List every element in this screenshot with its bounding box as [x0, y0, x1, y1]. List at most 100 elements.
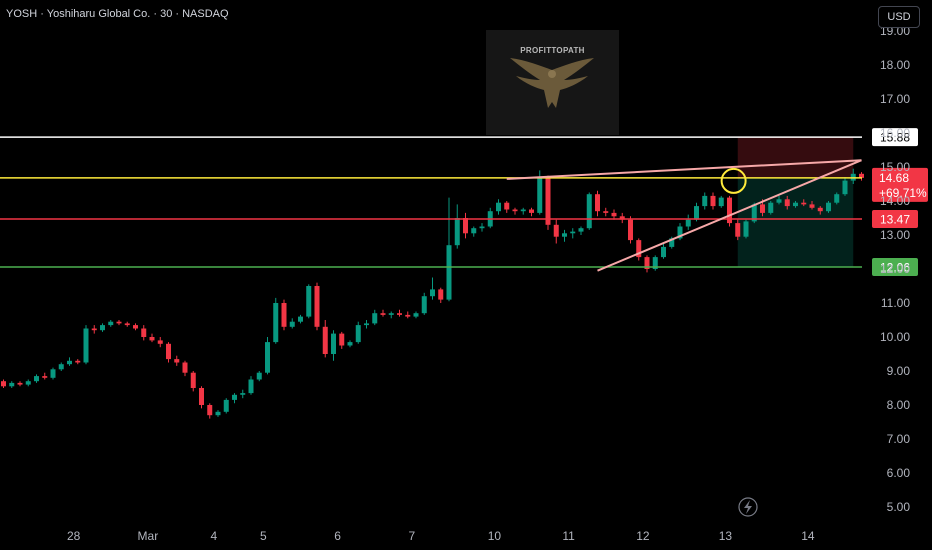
candle-body	[413, 313, 419, 317]
candle-body	[58, 364, 64, 370]
candle-body	[215, 411, 221, 416]
time-tick-label: 13	[719, 529, 733, 543]
candle-body	[133, 325, 138, 329]
price-tick-label: 7.00	[887, 432, 911, 446]
candle-body	[801, 202, 807, 205]
candle-body	[322, 326, 328, 354]
risk-reward-zone	[737, 137, 854, 267]
candle-body	[628, 219, 633, 241]
candle-body	[372, 313, 378, 324]
candle-body	[405, 314, 411, 317]
price-tick-label: 14.00	[880, 194, 910, 208]
candle-body	[529, 209, 534, 213]
candle-body	[430, 289, 435, 297]
take-profit-zone	[737, 177, 854, 267]
candle-body	[157, 340, 163, 344]
candle-body	[380, 313, 386, 315]
price-tick-label: 10.00	[880, 330, 910, 344]
price-tick-label: 17.00	[880, 92, 910, 106]
price-tick-label: 5.00	[887, 500, 911, 514]
candle-body	[545, 177, 551, 225]
candle-body	[859, 173, 864, 178]
candle-body	[25, 381, 31, 385]
candle-body	[504, 202, 510, 210]
candle-body	[331, 333, 336, 354]
price-tick-label: 9.00	[887, 364, 911, 378]
candle-body	[735, 223, 741, 237]
candle-body	[199, 388, 204, 405]
candle-body	[751, 204, 757, 222]
candle-body	[347, 342, 353, 346]
price-tick-label: 11.00	[881, 296, 910, 310]
time-tick-label: 10	[488, 529, 502, 543]
price-change-label: +69.71%	[879, 186, 927, 200]
time-tick-label: 5	[260, 529, 267, 543]
candle-body	[248, 379, 254, 394]
candle-body	[595, 194, 600, 212]
candle-body	[685, 219, 691, 227]
candle-body	[793, 202, 798, 207]
candle-body	[397, 313, 402, 315]
candle-body	[562, 233, 567, 237]
candle-body	[83, 328, 89, 363]
candle-body	[743, 221, 749, 237]
icons-layer	[738, 497, 758, 517]
candle-body	[141, 328, 147, 337]
candle-body	[471, 228, 477, 234]
candle-body	[834, 194, 840, 203]
time-axis: 28 Mar 4 5 6 7 10 11 12 13 14	[67, 529, 815, 543]
time-tick-label: 4	[211, 529, 218, 543]
trendline[interactable]	[597, 159, 862, 272]
candle-body	[603, 211, 609, 213]
time-tick-label: 6	[334, 529, 341, 543]
eagle-icon	[510, 58, 594, 108]
candle-body	[124, 323, 130, 326]
candle-body	[520, 209, 526, 212]
candle-body	[314, 286, 320, 327]
time-tick-label: 28	[67, 529, 81, 543]
candle-body	[100, 325, 105, 331]
currency-button[interactable]: USD	[878, 6, 920, 28]
candle-body	[537, 177, 543, 213]
candle-body	[463, 218, 468, 234]
candle-body	[760, 204, 765, 213]
candle-body	[702, 195, 708, 207]
candle-body	[586, 194, 592, 229]
candle-body	[182, 362, 188, 373]
candle-body	[339, 333, 345, 346]
candle-body	[669, 238, 675, 247]
candle-body	[190, 372, 196, 388]
candle-body	[75, 360, 81, 363]
candle-body	[281, 303, 287, 327]
lightning-icon[interactable]	[738, 497, 758, 517]
symbol-title[interactable]: YOSH · Yoshiharu Global Co. · 30 · NASDA…	[6, 8, 229, 20]
candle-body	[355, 325, 361, 343]
candle-body	[388, 313, 394, 315]
candle-body	[454, 218, 460, 246]
candle-body	[17, 382, 23, 385]
lightning-icon-ring	[738, 497, 758, 517]
candle-body	[306, 286, 312, 317]
candle-body	[446, 245, 452, 300]
candle-body	[570, 231, 576, 234]
candle-body	[677, 226, 683, 239]
trendline[interactable]	[506, 159, 862, 180]
horizontal-levels: 15.88 13.47 12.06 14.68+69.71%	[0, 128, 928, 276]
time-tick-label: 12	[636, 529, 650, 543]
resistance-white-label: 15.88	[880, 131, 910, 145]
candle-body	[578, 228, 584, 232]
candles-layer	[1, 168, 864, 419]
candle-body	[710, 195, 716, 207]
price-tick-label: 18.00	[880, 58, 910, 72]
candle-body	[652, 257, 658, 269]
candle-body	[149, 337, 155, 341]
support-green-label: 12.06	[880, 260, 910, 274]
time-tick-label: 14	[801, 529, 815, 543]
candle-body	[438, 289, 444, 300]
highlight-circle[interactable]	[720, 167, 747, 194]
price-tick-label: 6.00	[887, 466, 911, 480]
candle-body	[553, 224, 559, 237]
trendlines	[506, 159, 862, 272]
candle-body	[636, 240, 642, 258]
